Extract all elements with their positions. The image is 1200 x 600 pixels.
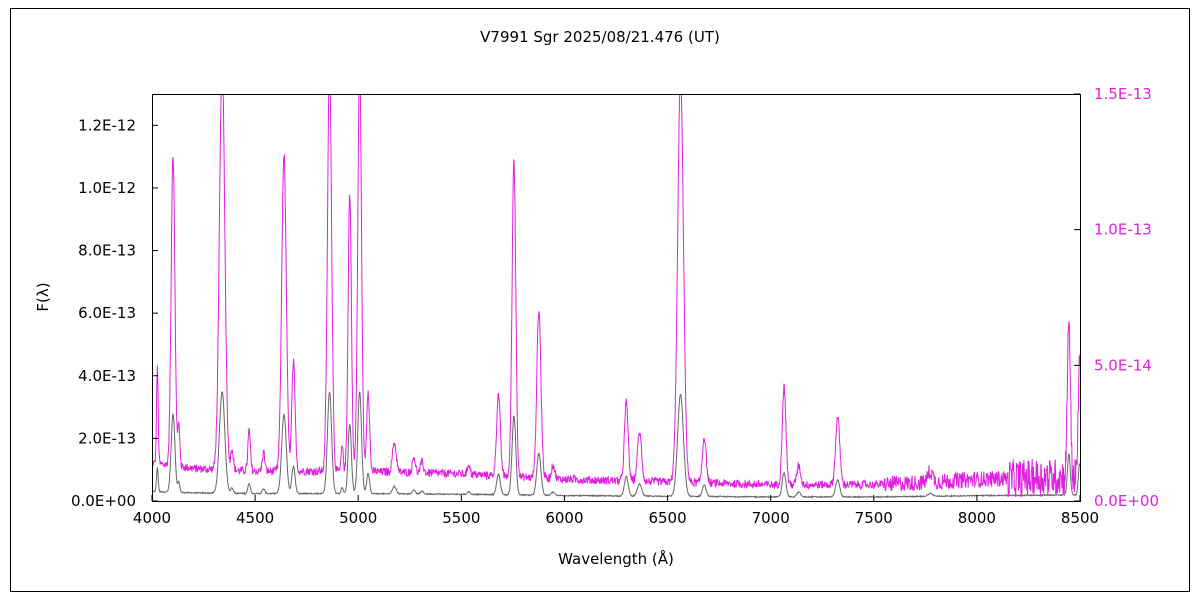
y-axis-right: 0.0E+00 5.0E-14 1.0E-13 1.5E-13 [1074, 85, 1159, 510]
y-right-tick-label: 5.0E-14 [1094, 356, 1152, 374]
chart-title: V7991 Sgr 2025/08/21.476 (UT) [480, 28, 720, 46]
plot-area-border [152, 94, 1081, 502]
y-right-tick-label: 0.0E+00 [1094, 492, 1159, 510]
y-left-tick-label: 1.2E-12 [78, 116, 136, 134]
x-tick-label: 7000 [752, 509, 790, 527]
x-tick-label: 5000 [339, 509, 377, 527]
y-left-tick-label: 4.0E-13 [78, 367, 136, 385]
series-magenta-line [152, 94, 1080, 498]
x-tick-label: 7500 [855, 509, 893, 527]
y-left-tick-label: 6.0E-13 [78, 304, 136, 322]
x-tick-label: 5500 [442, 509, 480, 527]
x-tick-label: 4500 [236, 509, 274, 527]
x-tick-label: 6000 [545, 509, 583, 527]
x-tick-label: 6500 [648, 509, 686, 527]
x-tick-label: 8000 [958, 509, 996, 527]
x-axis-label: Wavelength (Å) [558, 549, 674, 568]
y-axis-left: 0.0E+00 2.0E-13 4.0E-13 6.0E-13 8.0E-13 1.0E-… [71, 116, 158, 510]
y-axis-label: F(λ) [34, 282, 52, 311]
y-right-tick-label: 1.0E-13 [1094, 221, 1152, 239]
outer-frame [10, 8, 1190, 592]
x-tick-label: 8500 [1061, 509, 1099, 527]
y-left-tick-label: 0.0E+00 [71, 492, 136, 510]
x-axis: 4000 4500 5000 5500 6000 6500 7000 7500 8000 8500 [133, 495, 1099, 527]
x-tick-label: 4000 [133, 509, 171, 527]
y-left-tick-label: 8.0E-13 [78, 242, 136, 260]
series-gray-line [152, 390, 1080, 499]
y-right-tick-label: 1.5E-13 [1094, 85, 1152, 103]
y-left-tick-label: 1.0E-12 [78, 179, 136, 197]
y-left-tick-label: 2.0E-13 [78, 429, 136, 447]
